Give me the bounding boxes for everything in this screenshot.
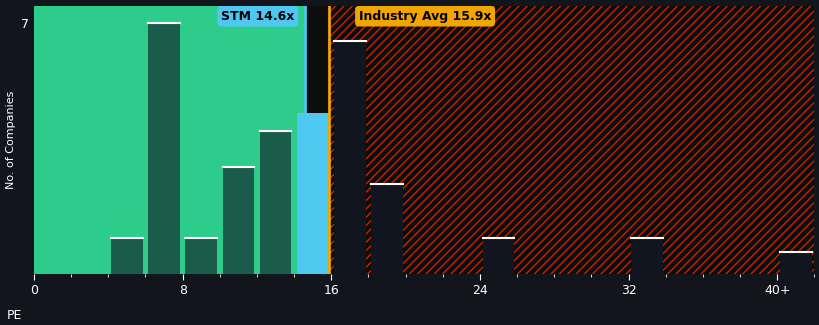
Bar [305,6,329,274]
Y-axis label: No. of Companies: No. of Companies [6,91,16,189]
Bar [329,6,813,274]
Bar [631,238,663,274]
Bar [111,238,143,274]
Bar [34,6,305,274]
Bar [371,185,402,274]
Text: Industry Avg 15.9x: Industry Avg 15.9x [359,10,491,23]
Text: STM 14.6x: STM 14.6x [221,10,294,23]
X-axis label: PE: PE [7,309,22,322]
Bar [260,131,291,274]
Bar [148,23,179,274]
Bar [185,238,217,274]
Bar [222,167,254,274]
Bar [329,6,813,274]
Bar [482,238,514,274]
Bar [779,253,811,274]
Bar [333,41,365,274]
Bar [296,113,328,274]
